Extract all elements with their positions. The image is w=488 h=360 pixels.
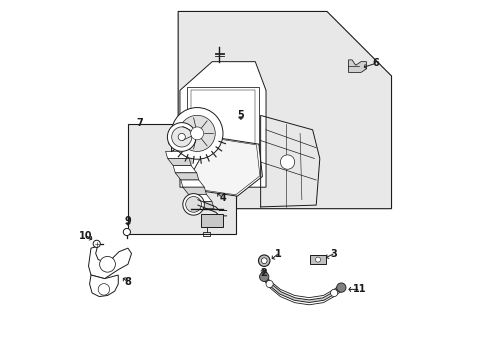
Bar	[128, 125, 235, 234]
Circle shape	[178, 134, 185, 140]
Text: 5: 5	[237, 111, 244, 121]
Text: 10: 10	[79, 231, 93, 240]
Polygon shape	[187, 138, 260, 195]
Text: 9: 9	[124, 216, 131, 226]
Polygon shape	[190, 202, 214, 209]
Text: 6: 6	[371, 58, 378, 68]
Polygon shape	[165, 151, 189, 158]
Circle shape	[100, 256, 115, 272]
Circle shape	[258, 255, 269, 266]
Circle shape	[179, 115, 215, 152]
Text: 8: 8	[124, 277, 131, 287]
Circle shape	[265, 280, 273, 288]
Text: 1: 1	[275, 248, 282, 258]
Circle shape	[185, 197, 201, 212]
Circle shape	[336, 283, 346, 292]
Circle shape	[315, 257, 320, 262]
Circle shape	[123, 228, 130, 235]
Polygon shape	[180, 62, 265, 187]
Text: 7: 7	[136, 118, 143, 128]
Bar	[309, 255, 325, 264]
Polygon shape	[173, 166, 196, 173]
Polygon shape	[175, 173, 198, 180]
Circle shape	[98, 284, 109, 295]
Polygon shape	[188, 194, 212, 202]
Circle shape	[259, 272, 268, 282]
Text: 2: 2	[259, 268, 266, 278]
Circle shape	[171, 127, 191, 147]
Polygon shape	[183, 187, 206, 194]
Polygon shape	[89, 275, 118, 297]
Polygon shape	[181, 180, 204, 187]
Polygon shape	[348, 60, 366, 72]
Polygon shape	[187, 137, 262, 196]
Polygon shape	[167, 158, 191, 166]
Circle shape	[330, 289, 337, 297]
Text: 4: 4	[219, 193, 226, 203]
Bar	[201, 214, 223, 226]
Text: 3: 3	[330, 248, 337, 258]
Circle shape	[183, 194, 204, 215]
Circle shape	[280, 155, 294, 169]
Circle shape	[167, 123, 196, 151]
Text: 11: 11	[352, 284, 365, 294]
Circle shape	[171, 108, 223, 159]
Circle shape	[190, 127, 203, 140]
Polygon shape	[88, 246, 131, 279]
Circle shape	[261, 258, 266, 264]
Circle shape	[93, 240, 100, 247]
Polygon shape	[178, 12, 391, 209]
